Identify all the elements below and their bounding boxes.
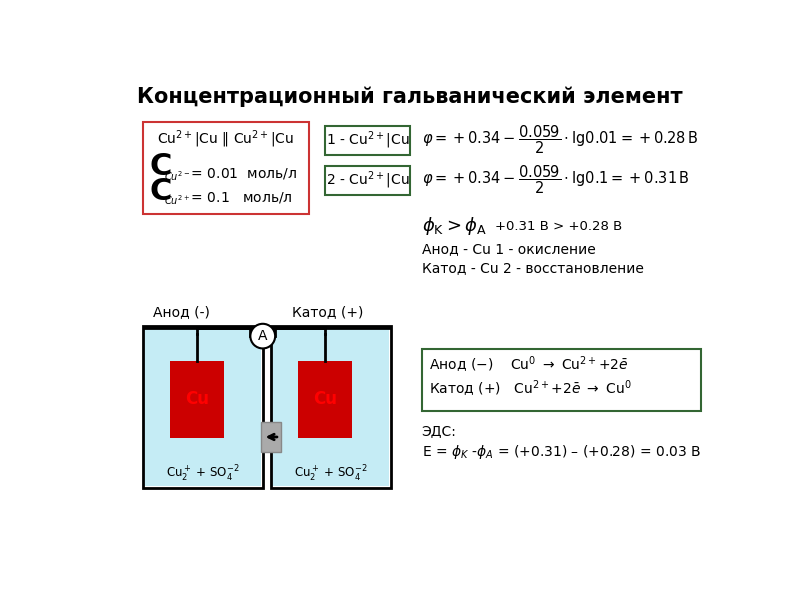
Text: Анод (-): Анод (-) [153, 305, 210, 319]
Bar [325, 126, 410, 155]
Text: +0.31 В > +0.28 В: +0.31 В > +0.28 В [495, 220, 622, 232]
Circle shape [250, 324, 275, 349]
Text: Анод $(-$)    Cu$^0$ $\rightarrow$ Cu$^{2+}$+2$\bar{e}$: Анод $(-$) Cu$^0$ $\rightarrow$ Cu$^{2+}… [430, 355, 629, 375]
Text: 2 - Cu$^{2+}$|Cu: 2 - Cu$^{2+}$|Cu [326, 170, 409, 191]
Text: $\mathbf{C}$: $\mathbf{C}$ [149, 177, 171, 206]
Text: Cu$_2^+$ + SO$_4^{-2}$: Cu$_2^+$ + SO$_4^{-2}$ [294, 464, 367, 484]
Text: Анод - Cu 1 - окисление: Анод - Cu 1 - окисление [422, 242, 595, 256]
Text: E = $\phi_K$ -$\phi_A$ = (+0.31) – (+0.28) = 0.03 В: E = $\phi_K$ -$\phi_A$ = (+0.31) – (+0.2… [422, 443, 701, 461]
Bar [270, 326, 390, 488]
Bar [272, 328, 389, 486]
Text: $_{Cu^{2-}}$= 0.01  моль/л: $_{Cu^{2-}}$= 0.01 моль/л [164, 166, 298, 182]
Text: $\varphi = +0.34-\dfrac{0.059}{2}\cdot\mathrm{lg}0.1= +0.31\,\mathrm{В}$: $\varphi = +0.34-\dfrac{0.059}{2}\cdot\m… [422, 164, 690, 196]
Text: 1 - Cu$^{2+}$|Cu: 1 - Cu$^{2+}$|Cu [326, 130, 409, 151]
Text: $\mathbf{C}$: $\mathbf{C}$ [149, 152, 171, 181]
Bar [142, 122, 310, 214]
Bar [170, 361, 224, 438]
Text: Cu$^{2+}$|Cu $\|$ Cu$^{2+}$|Cu: Cu$^{2+}$|Cu $\|$ Cu$^{2+}$|Cu [158, 128, 294, 150]
Text: ЭДС:: ЭДС: [422, 425, 457, 439]
Bar [262, 422, 282, 452]
Text: A: A [258, 329, 267, 343]
Text: $\phi_\mathrm{K}>\phi_\mathrm{A}$: $\phi_\mathrm{K}>\phi_\mathrm{A}$ [422, 215, 486, 237]
Text: Катод (+): Катод (+) [292, 305, 363, 319]
Text: Cu: Cu [313, 390, 337, 408]
Text: Cu: Cu [185, 390, 209, 408]
Text: Cu$_2^+$ + SO$_4^{-2}$: Cu$_2^+$ + SO$_4^{-2}$ [166, 464, 239, 484]
Bar [422, 349, 701, 411]
Bar [144, 328, 262, 486]
Text: $_{Cu^{2+}}$= 0.1   моль/л: $_{Cu^{2+}}$= 0.1 моль/л [164, 191, 293, 207]
Bar [325, 166, 410, 195]
Text: $\varphi = +0.34-\dfrac{0.059}{2}\cdot\mathrm{lg}0.01= +0.28\,\mathrm{В}$: $\varphi = +0.34-\dfrac{0.059}{2}\cdot\m… [422, 124, 698, 156]
Bar [142, 326, 262, 488]
Text: Катод - Cu 2 - восстановление: Катод - Cu 2 - восстановление [422, 262, 643, 275]
Bar [298, 361, 352, 438]
Text: Концентрационный гальванический элемент: Концентрационный гальванический элемент [137, 86, 683, 107]
Text: Катод $(+)$   Cu$^{2+}$+2$\bar{e}$ $\rightarrow$ Cu$^0$: Катод $(+)$ Cu$^{2+}$+2$\bar{e}$ $\right… [430, 379, 632, 400]
